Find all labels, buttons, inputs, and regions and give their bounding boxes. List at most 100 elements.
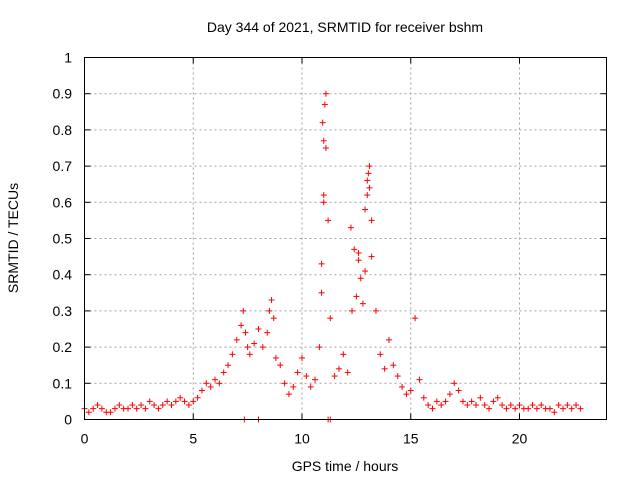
data-point bbox=[362, 206, 369, 213]
data-point bbox=[240, 307, 247, 314]
data-point bbox=[320, 137, 327, 144]
data-point bbox=[319, 119, 326, 126]
data-point bbox=[266, 307, 273, 314]
data-point bbox=[142, 405, 149, 412]
data-point bbox=[164, 398, 171, 405]
data-point bbox=[133, 405, 140, 412]
data-point bbox=[368, 253, 375, 260]
y-tick-label: 0.2 bbox=[53, 339, 73, 355]
data-point bbox=[477, 394, 484, 401]
data-point bbox=[335, 365, 342, 372]
data-point bbox=[464, 402, 471, 409]
data-point bbox=[490, 398, 497, 405]
data-point bbox=[416, 376, 423, 383]
data-point bbox=[233, 336, 240, 343]
data-point bbox=[359, 300, 366, 307]
data-point bbox=[364, 192, 371, 199]
data-point bbox=[507, 402, 514, 409]
data-point bbox=[322, 145, 329, 151]
data-point bbox=[212, 376, 218, 383]
data-point bbox=[362, 268, 369, 275]
data-point bbox=[325, 217, 332, 224]
x-tick-label: 0 bbox=[81, 431, 89, 447]
data-point bbox=[473, 402, 479, 409]
data-point bbox=[268, 297, 275, 304]
y-axis-label: SRMTID / TECUs bbox=[5, 183, 21, 293]
y-tick-label: 0.4 bbox=[53, 267, 73, 283]
data-point bbox=[281, 380, 288, 387]
data-point bbox=[438, 402, 445, 409]
data-point bbox=[377, 351, 384, 358]
data-point bbox=[349, 307, 356, 314]
data-point bbox=[290, 383, 297, 390]
data-point bbox=[159, 402, 166, 409]
data-point bbox=[155, 405, 162, 412]
data-point bbox=[573, 402, 580, 409]
data-point bbox=[459, 398, 466, 405]
data-point bbox=[285, 391, 292, 398]
data-point bbox=[151, 402, 158, 409]
data-point bbox=[272, 354, 279, 361]
data-point bbox=[516, 402, 523, 409]
data-point bbox=[366, 163, 373, 170]
data-point bbox=[116, 402, 123, 409]
data-point bbox=[357, 275, 364, 282]
y-tick-label: 0.3 bbox=[53, 303, 73, 319]
data-point bbox=[420, 394, 427, 401]
data-point bbox=[294, 369, 301, 376]
x-tick-label: 10 bbox=[294, 431, 310, 447]
data-point bbox=[168, 402, 175, 409]
data-point bbox=[564, 402, 571, 409]
data-point bbox=[318, 289, 325, 296]
data-point bbox=[503, 405, 510, 412]
data-point bbox=[299, 354, 305, 361]
grid-lines bbox=[84, 57, 607, 420]
y-tick-label: 1 bbox=[64, 50, 72, 66]
data-point bbox=[546, 405, 553, 412]
data-point bbox=[321, 101, 328, 108]
data-point bbox=[229, 351, 236, 358]
data-point bbox=[220, 369, 227, 376]
data-point bbox=[364, 177, 371, 184]
data-point bbox=[494, 394, 501, 401]
data-point bbox=[125, 405, 131, 412]
data-point bbox=[312, 376, 319, 383]
data-point bbox=[238, 322, 245, 329]
data-point bbox=[433, 398, 440, 405]
data-point bbox=[190, 398, 197, 405]
data-point bbox=[394, 373, 401, 380]
data-point bbox=[138, 402, 145, 409]
data-point bbox=[111, 405, 118, 412]
data-point bbox=[146, 398, 153, 405]
data-point bbox=[251, 340, 258, 347]
data-point bbox=[177, 394, 184, 401]
data-point bbox=[207, 383, 214, 390]
data-point bbox=[365, 170, 372, 177]
data-point bbox=[316, 344, 323, 351]
y-tick-label: 0.5 bbox=[53, 231, 73, 247]
data-point bbox=[259, 344, 266, 351]
x-axis-label: GPS time / hours bbox=[292, 458, 399, 474]
data-point bbox=[255, 326, 262, 332]
data-point bbox=[442, 398, 449, 405]
data-point bbox=[429, 405, 436, 412]
data-point bbox=[481, 402, 488, 409]
data-point bbox=[366, 184, 373, 191]
data-point bbox=[486, 405, 493, 412]
data-point bbox=[107, 409, 114, 416]
data-point bbox=[331, 373, 338, 380]
data-point bbox=[129, 402, 136, 409]
y-tick-label: 0.1 bbox=[53, 375, 73, 391]
data-point bbox=[194, 394, 201, 401]
data-point bbox=[277, 362, 284, 369]
data-point bbox=[533, 405, 540, 412]
data-point bbox=[368, 217, 375, 224]
data-point bbox=[270, 315, 277, 322]
y-tick-label: 0 bbox=[64, 412, 72, 428]
y-tick-label: 0.8 bbox=[53, 122, 73, 138]
data-point bbox=[347, 224, 354, 231]
data-points bbox=[81, 90, 584, 423]
data-point bbox=[320, 199, 327, 206]
data-point bbox=[577, 405, 584, 412]
